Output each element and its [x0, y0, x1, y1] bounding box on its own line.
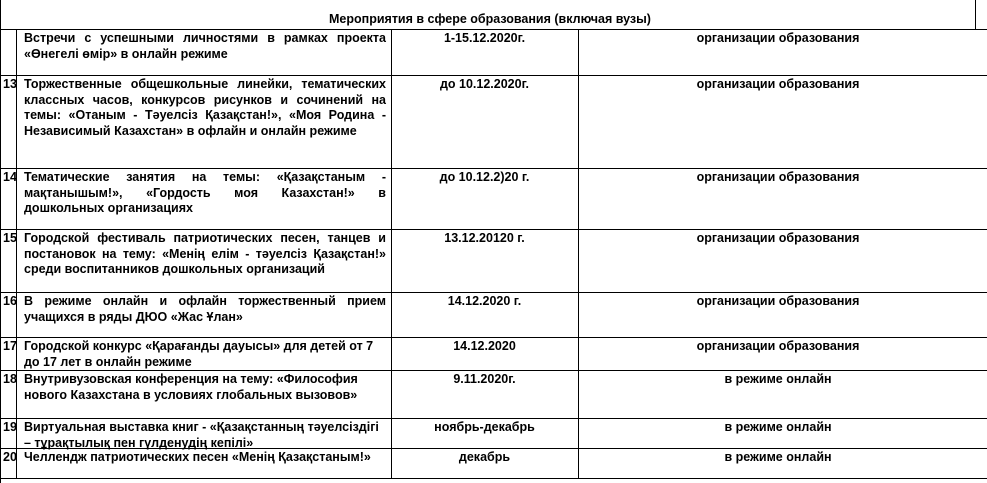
table-border-left: [0, 0, 1, 483]
event-date: до 10.12.2020г.: [439, 77, 530, 91]
event-date: 13.12.20120 г.: [444, 231, 525, 245]
event-description: Торжественные общешкольные линейки, тема…: [24, 77, 386, 138]
event-description: Тематические занятия на темы: «Қазақстан…: [24, 170, 386, 215]
column-divider: [391, 29, 392, 478]
event-description: Встречи с успешными личностями в рамках …: [24, 31, 386, 61]
row-number: 16: [3, 294, 16, 308]
row-divider: [0, 370, 987, 371]
row-divider: [0, 168, 987, 169]
row-number: 15: [3, 231, 16, 245]
row-divider: [0, 448, 987, 449]
event-place: организации образования: [696, 231, 860, 245]
event-description: Внутривузовская конференция на тему: «Фи…: [24, 372, 358, 402]
row-divider: [0, 229, 987, 230]
row-number: 19: [3, 420, 16, 434]
event-description: Виртуальная выставка книг - «Қазақстанны…: [24, 420, 379, 450]
row-number: 20: [3, 450, 16, 464]
event-date: 14.12.2020 г.: [447, 294, 522, 308]
row-divider: [0, 75, 987, 76]
row-number: 13: [3, 77, 16, 91]
event-description: Челлендж патриотических песен «Менің Қаз…: [24, 450, 371, 464]
column-divider: [578, 29, 579, 478]
event-date: ноябрь-декабрь: [434, 420, 535, 434]
event-description: В режиме онлайн и офлайн торжественный п…: [24, 294, 386, 324]
row-divider: [0, 478, 987, 479]
event-date: 9.11.2020г.: [453, 372, 516, 386]
event-place: организации образования: [696, 339, 860, 353]
event-date: до 10.12.2)20 г.: [439, 170, 530, 184]
event-place: организации образования: [696, 77, 860, 91]
event-description: Городской фестиваль патриотических песен…: [24, 231, 386, 276]
section-title: Мероприятия в сфере образования (включая…: [329, 12, 651, 26]
event-place: организации образования: [696, 294, 860, 308]
row-divider: [0, 29, 987, 30]
row-divider: [0, 337, 987, 338]
event-place: в режиме онлайн: [724, 450, 832, 464]
table-border-right: [975, 0, 976, 29]
row-number: 17: [3, 339, 16, 353]
event-place: в режиме онлайн: [724, 420, 832, 434]
event-date: 1-15.12.2020г.: [443, 31, 526, 45]
event-place: в режиме онлайн: [724, 372, 832, 386]
row-number: 14: [3, 170, 16, 184]
row-divider: [0, 418, 987, 419]
row-number: 18: [3, 372, 16, 386]
event-description: Городской конкурс «Қарағанды дауысы» для…: [24, 339, 374, 369]
row-divider: [0, 292, 987, 293]
event-place: организации образования: [696, 170, 860, 184]
event-place: организации образования: [696, 31, 860, 45]
event-date: 14.12.2020: [453, 339, 516, 353]
event-date: декабрь: [458, 450, 511, 464]
column-divider: [16, 29, 17, 478]
